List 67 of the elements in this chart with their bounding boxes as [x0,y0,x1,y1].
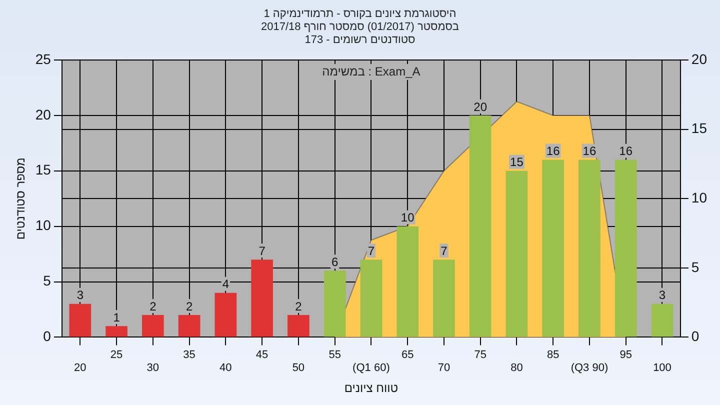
data-label: 4 [222,277,230,292]
bar [251,260,273,337]
x-tick-label: 45 [256,348,268,361]
chart-subtitle: בסמסטר (01/2017) סמסטר חורף 2017/18 סטודנטים רשומים - 173 [260,21,460,47]
x-tick-label: 95 [620,348,632,361]
bar [614,160,637,337]
data-label: 6 [331,254,338,269]
x-tick-label: 40 [220,362,232,374]
bar [288,315,310,337]
bar [69,304,92,337]
x-tick-label: 20 [74,362,86,374]
data-label: 15 [510,155,524,170]
bar [324,270,346,337]
x-tick-label: 35 [183,348,196,361]
y-tick-label: 25 [35,50,52,67]
x-tick-label: (Q3 90) [570,362,608,374]
bar [396,226,418,337]
bar [178,315,200,337]
x-tick-label: 30 [146,362,160,374]
x-tick-label: 80 [510,362,523,374]
bar [142,315,164,337]
data-label: 7 [440,244,448,258]
y2-tick-label: 0 [691,328,700,344]
data-label: 16 [619,144,633,158]
x-tick-label: 50 [292,362,305,374]
x-tick-label: 65 [401,348,414,361]
x-axis-title: טווח ציונים [344,381,398,396]
bar [469,115,492,337]
y-tick-label: 15 [35,162,52,178]
data-label: 16 [582,144,596,158]
y-tick-label: 0 [43,328,52,344]
bar [106,326,128,337]
data-label: 2 [150,299,157,314]
bar [214,292,237,337]
y-axis-title: מספר סטודנטים [14,158,28,240]
data-label: 7 [258,244,266,258]
x-tick-label: 55 [328,348,341,361]
data-label: 10 [400,210,415,225]
y-tick-label: 5 [43,272,52,289]
y2-tick-label: 15 [691,120,708,136]
data-label: 3 [76,288,84,302]
x-tick-label: 75 [474,348,486,361]
y-tick-label: 10 [35,217,52,234]
data-label: 3 [658,288,666,302]
x-tick-label: 70 [438,362,450,374]
x-tick-label: 25 [110,348,123,361]
data-label: 16 [546,144,560,158]
x-tick-label: 85 [546,348,560,361]
y2-tick-label: 20 [691,50,708,67]
bar [542,160,564,337]
chart-title: היסטוגרמת ציונים בקורס - תרמודינמיקה 1 [262,8,458,21]
data-label: 2 [186,299,193,314]
y2-tick-label: 5 [691,258,700,275]
data-label: 7 [368,244,375,258]
data-label: 20 [474,100,488,114]
y-tick-label: 20 [35,106,52,122]
bar [651,304,674,337]
data-label: 2 [295,299,302,314]
bar [360,260,382,337]
annotation: במשימה : Exam_A [322,64,420,78]
x-tick-label: (Q1 60) [352,362,390,374]
bar [433,260,455,337]
x-tick-label: 100 [653,362,672,374]
y2-tick-label: 10 [691,189,708,206]
data-label: 1 [113,310,120,324]
bar [506,170,528,337]
bar [578,160,600,337]
